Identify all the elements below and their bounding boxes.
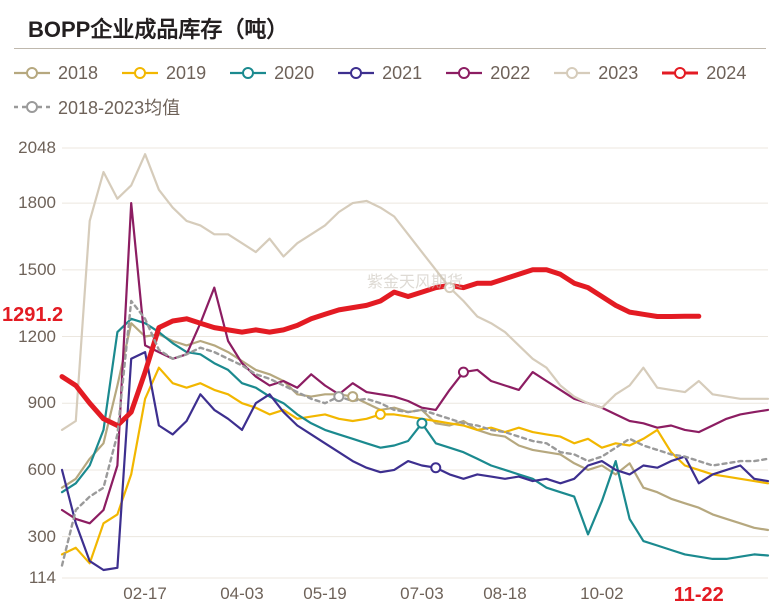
legend-item: 2023 bbox=[554, 56, 638, 90]
legend-swatch bbox=[122, 63, 158, 83]
legend-label: 2023 bbox=[598, 63, 638, 84]
legend-swatch bbox=[14, 97, 50, 117]
legend-item: 2019 bbox=[122, 56, 206, 90]
y-axis-tick-label: 300 bbox=[28, 527, 56, 547]
x-axis-tick-label: 10-02 bbox=[580, 584, 623, 604]
legend-divider bbox=[14, 48, 766, 49]
legend-swatch bbox=[446, 63, 482, 83]
legend-item: 2018 bbox=[14, 56, 98, 90]
legend-item: 2021 bbox=[338, 56, 422, 90]
y-axis-tick-label: 1200 bbox=[18, 327, 56, 347]
x-axis-tick-label: 04-03 bbox=[220, 584, 263, 604]
legend-label: 2018 bbox=[58, 63, 98, 84]
legend: 2018 2019 2020 2021 2022 2023 2024 2018-2023均值 bbox=[14, 56, 766, 124]
chart-svg bbox=[62, 148, 768, 578]
legend-label: 2019 bbox=[166, 63, 206, 84]
y-axis-tick-label: 900 bbox=[28, 393, 56, 413]
x-axis-tick-label: 07-03 bbox=[400, 584, 443, 604]
series-marker bbox=[348, 392, 357, 401]
legend-label: 2024 bbox=[706, 63, 746, 84]
series-marker bbox=[445, 283, 454, 292]
series-marker bbox=[417, 419, 426, 428]
legend-item: 2022 bbox=[446, 56, 530, 90]
series-marker bbox=[376, 410, 385, 419]
legend-swatch bbox=[14, 63, 50, 83]
legend-label: 2020 bbox=[274, 63, 314, 84]
series-marker bbox=[459, 368, 468, 377]
y-axis-tick-label: 1500 bbox=[18, 260, 56, 280]
x-axis-tick-label: 08-18 bbox=[483, 584, 526, 604]
series-marker bbox=[431, 463, 440, 472]
series-marker bbox=[334, 392, 343, 401]
chart-title: BOPP企业成品库存（吨） bbox=[28, 12, 288, 44]
legend-label: 2021 bbox=[382, 63, 422, 84]
y-axis-tick-label: 114 bbox=[29, 568, 56, 588]
series-line bbox=[62, 352, 768, 570]
y-callout-value: 1291.2 bbox=[2, 304, 63, 327]
legend-item: 2018-2023均值 bbox=[14, 90, 180, 124]
legend-swatch bbox=[230, 63, 266, 83]
legend-swatch bbox=[554, 63, 590, 83]
x-axis-tick-label: 11-22 bbox=[674, 584, 724, 607]
x-axis-tick-label: 02-17 bbox=[123, 584, 166, 604]
series-line bbox=[62, 203, 768, 523]
legend-label: 2018-2023均值 bbox=[58, 94, 180, 120]
legend-item: 2020 bbox=[230, 56, 314, 90]
x-axis-tick-label: 05-19 bbox=[303, 584, 346, 604]
legend-label: 2022 bbox=[490, 63, 530, 84]
legend-swatch bbox=[338, 63, 374, 83]
legend-item: 2024 bbox=[662, 56, 746, 90]
chart-plot-area: 紫金天风期货 114300600900120015001800204802-17… bbox=[62, 148, 768, 578]
y-axis-tick-label: 600 bbox=[28, 460, 56, 480]
legend-swatch bbox=[662, 63, 698, 83]
y-axis-tick-label: 1800 bbox=[18, 193, 56, 213]
y-axis-tick-label: 2048 bbox=[18, 138, 56, 158]
